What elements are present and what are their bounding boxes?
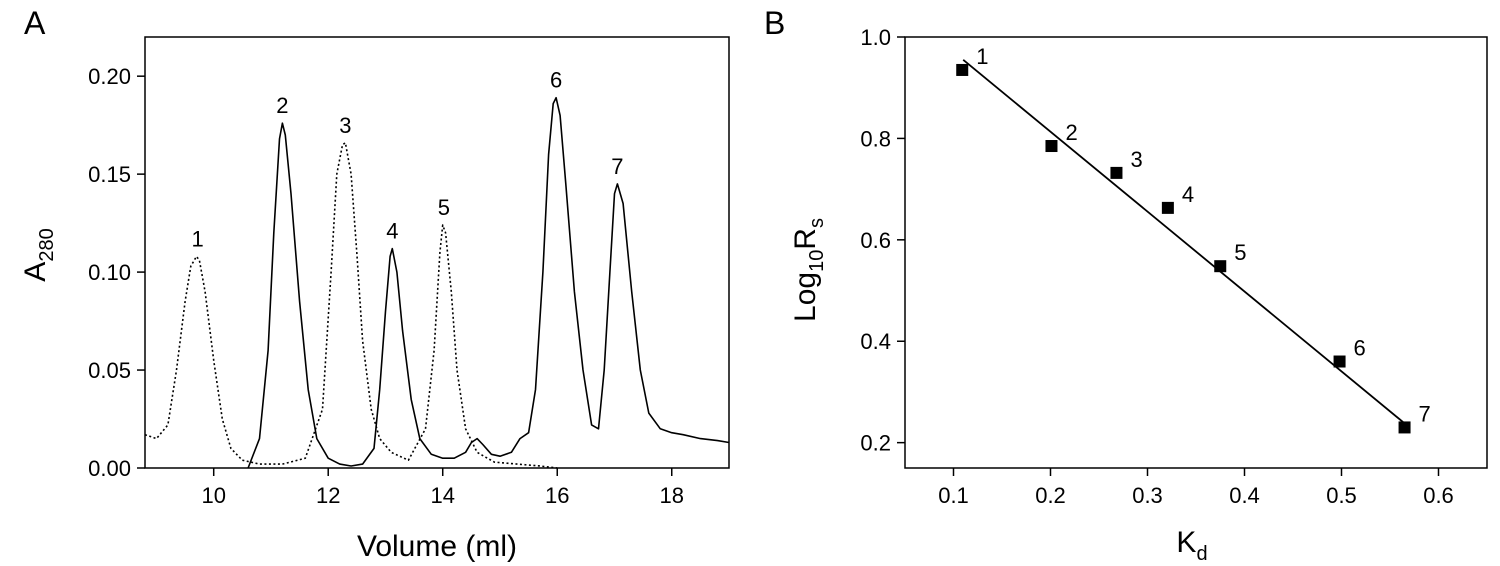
panel-b-point — [1214, 260, 1227, 273]
panel-a-x-axis-title: Volume (ml) — [357, 530, 517, 563]
panel-a-y-tick-label: 0.05 — [88, 358, 131, 383]
panel-a-peak-label: 2 — [276, 93, 288, 118]
panel-b-x-tick-label: 0.2 — [1035, 483, 1066, 508]
panel-b-point-label: 6 — [1354, 336, 1366, 361]
panel-b-y-axis-title-sub1: 10 — [806, 250, 828, 272]
panel-b-y-tick-label: 0.6 — [860, 228, 891, 253]
panel-b-y-tick-label: 0.4 — [860, 329, 891, 354]
panel-a-y-axis-title-main: A — [19, 262, 52, 282]
panel-b-tick-labels: 0.1 0.2 0.3 0.4 0.5 0.6 0.2 0.4 0.6 0.8 1.0 — [860, 25, 1453, 508]
panel-b-x-tick-label: 0.4 — [1229, 483, 1260, 508]
panel-b-y-axis-title-sub2: s — [806, 218, 828, 228]
panel-a-ticks — [137, 75, 673, 476]
panel-a-peak-label: 3 — [339, 113, 351, 138]
panel-a-x-tick-label: 12 — [316, 483, 340, 508]
panel-b: B 0.1 0.2 0.3 0.4 0.5 0.6 0.2 0.4 0.6 0.8 1.0 1 2 3 4… — [764, 5, 1488, 565]
panel-a-peak-label: 6 — [550, 68, 562, 93]
panel-b-point-label: 3 — [1130, 147, 1142, 172]
panel-a-plot-frame — [144, 36, 730, 469]
panel-a-x-tick-label: 14 — [430, 483, 454, 508]
panel-a-peak-label: 4 — [386, 219, 398, 244]
panel-a-series — [144, 96, 730, 469]
panel-a-tick-labels: 10 12 14 16 180.000.050.100.150.20 — [88, 64, 684, 508]
panel-b-y-axis-title-mid: R — [789, 228, 822, 250]
panel-a-peak-label: 5 — [438, 195, 450, 220]
panel-a-x-tick-label: 18 — [660, 483, 684, 508]
panel-a-y-tick-label: 0.00 — [88, 456, 131, 481]
panel-b-x-tick-label: 0.6 — [1423, 483, 1454, 508]
panel-b-point — [1398, 421, 1411, 434]
panel-b-x-tick-label: 0.1 — [938, 483, 969, 508]
panel-b-point — [956, 63, 969, 76]
panel-b-point-label: 7 — [1419, 401, 1431, 426]
panel-a-x-tick-label: 16 — [545, 483, 569, 508]
panel-b-point — [1161, 201, 1174, 214]
panel-b-point — [1110, 166, 1123, 179]
panel-a-peak-labels: 1 2 3 4 5 6 7 — [192, 68, 624, 252]
panel-b-fit-line — [962, 59, 1408, 426]
panel-a-letter: A — [24, 5, 46, 41]
panel-b-x-axis-title-main: K — [1176, 526, 1196, 559]
panel-b-point-label: 1 — [976, 44, 988, 69]
panel-b-y-tick-label: 0.8 — [860, 126, 891, 151]
panel-b-point — [1333, 355, 1346, 368]
panel-a-x-tick-label: 10 — [201, 483, 225, 508]
panel-b-y-tick-label: 0.2 — [860, 431, 891, 456]
panel-b-point-label: 5 — [1234, 240, 1246, 265]
panel-b-y-axis-title: Log10Rs — [789, 218, 828, 322]
panel-b-x-axis-title: Kd — [1176, 526, 1207, 565]
panel-b-x-tick-label: 0.3 — [1132, 483, 1163, 508]
panel-a-y-axis-title: A280 — [19, 228, 58, 281]
panel-b-points: 1 2 3 4 5 6 7 — [956, 44, 1431, 434]
panel-a-series-solid-line — [247, 96, 730, 469]
panel-b-point-label: 2 — [1065, 120, 1077, 145]
panel-b-ticks — [897, 36, 1440, 476]
panel-b-point-label: 4 — [1182, 182, 1194, 207]
panel-b-fit-line-group — [962, 59, 1408, 426]
panel-a-y-tick-label: 0.15 — [88, 162, 131, 187]
panel-b-letter: B — [764, 5, 785, 41]
panel-a-y-axis-title-sub: 280 — [36, 228, 58, 261]
panel-b-point — [1045, 140, 1058, 153]
panel-a: A 10 12 14 16 180.000.050.100.150.20 1234567… — [19, 5, 730, 563]
panel-b-y-axis-title-main: Log — [789, 272, 822, 322]
panel-a-peak-label: 7 — [611, 154, 623, 179]
panel-b-y-tick-label: 1.0 — [860, 25, 891, 50]
panel-a-peak-label: 1 — [192, 226, 204, 251]
panel-b-plot-frame — [904, 36, 1488, 469]
panel-b-x-axis-title-sub: d — [1196, 543, 1207, 565]
panel-a-series-dotted-line — [144, 142, 558, 469]
panel-a-y-tick-label: 0.10 — [88, 260, 131, 285]
panel-b-x-tick-label: 0.5 — [1326, 483, 1357, 508]
panel-a-y-tick-label: 0.20 — [88, 64, 131, 89]
